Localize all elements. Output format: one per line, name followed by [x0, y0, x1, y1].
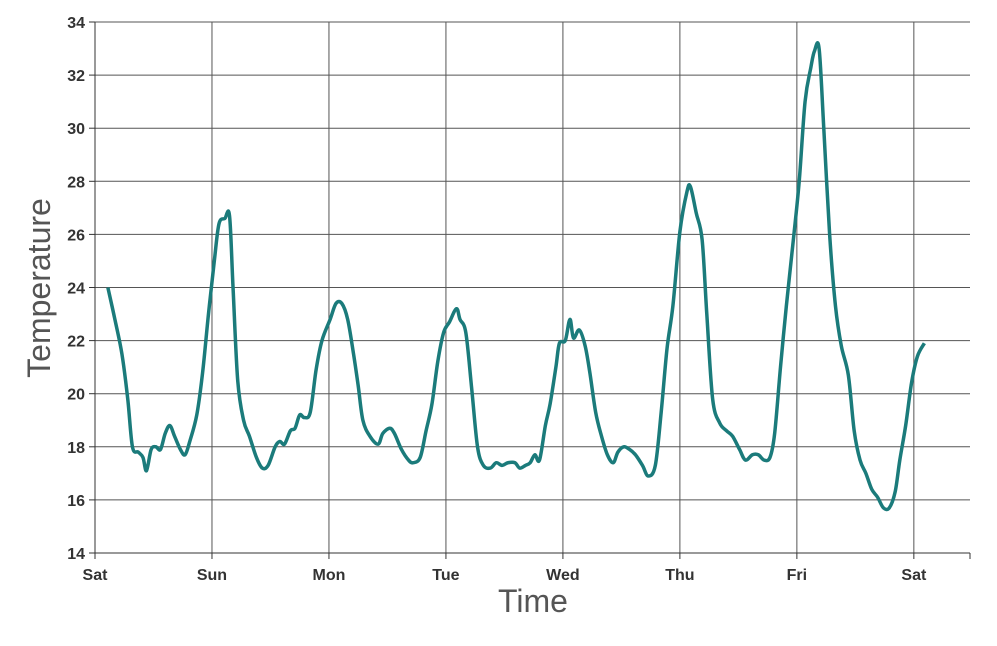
x-tick-label: Mon — [313, 567, 346, 584]
line — [106, 41, 926, 512]
y-tick-label: 18 — [67, 440, 85, 457]
y-tick-label: 26 — [67, 227, 85, 244]
x-tick-label: Sat — [901, 567, 927, 584]
x-tick-label: Fri — [787, 567, 807, 584]
y-tick-label: 34 — [67, 15, 85, 32]
y-axis-title: Temperature — [21, 198, 57, 378]
y-tick-label: 24 — [67, 281, 85, 298]
x-tick-label: Wed — [546, 567, 579, 584]
x-axis-title: Time — [498, 583, 568, 619]
y-tick-label: 28 — [67, 174, 85, 191]
y-tick-label: 14 — [67, 546, 85, 563]
y-tick-label: 16 — [67, 493, 85, 510]
x-tick-label: Tue — [432, 567, 459, 584]
y-tick-label: 30 — [67, 121, 85, 138]
x-tick-label: Sat — [83, 567, 109, 584]
y-tick-label: 22 — [67, 334, 85, 351]
y-tick-label: 20 — [67, 387, 85, 404]
y-tick-label: 32 — [67, 68, 85, 85]
x-tick-label: Sun — [197, 567, 227, 584]
x-tick-label: Thu — [665, 567, 694, 584]
